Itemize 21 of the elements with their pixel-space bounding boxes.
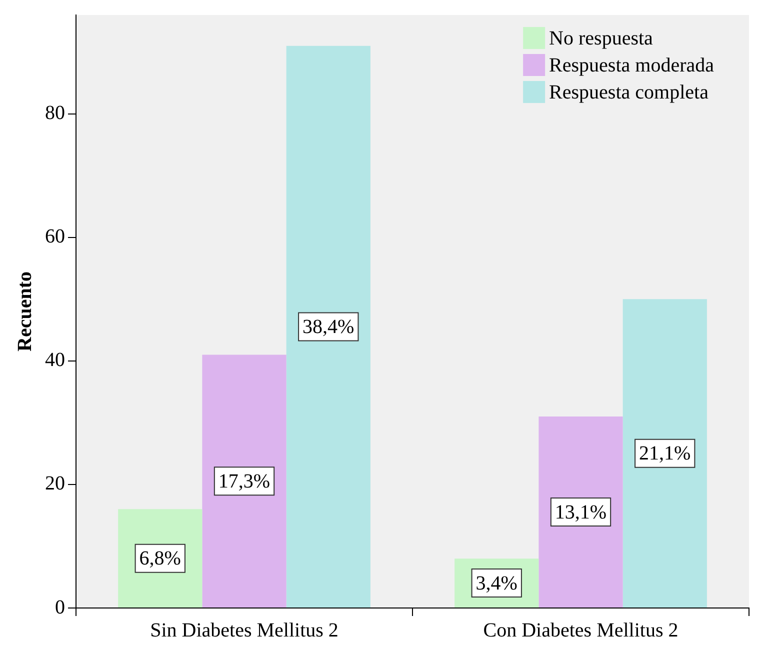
bar — [202, 354, 286, 608]
bar — [538, 416, 623, 608]
y-tick-label: 60 — [45, 226, 65, 248]
y-tick-label: 80 — [45, 102, 65, 124]
y-tick-label: 40 — [45, 349, 65, 372]
annotation: 13,1% — [554, 501, 607, 524]
bar — [286, 46, 370, 608]
annotation: 3,4% — [476, 572, 518, 594]
annotation: 6,8% — [139, 548, 181, 570]
annotation: 17,3% — [218, 470, 270, 492]
x-tick-label: Sin Diabetes Mellitus 2 — [150, 619, 338, 642]
legend-label: No respuesta — [549, 27, 654, 50]
bar — [622, 299, 707, 608]
y-axis-title: Recuento — [14, 272, 36, 352]
legend-label: Respuesta moderada — [549, 54, 714, 76]
annotation: 21,1% — [639, 442, 691, 465]
y-tick-label: 20 — [45, 472, 65, 495]
legend-label: Respuesta completa — [549, 81, 709, 104]
annotation: 38,4% — [302, 316, 354, 338]
x-tick-label: Con Diabetes Mellitus 2 — [483, 619, 678, 642]
y-tick-label: 0 — [55, 596, 65, 618]
